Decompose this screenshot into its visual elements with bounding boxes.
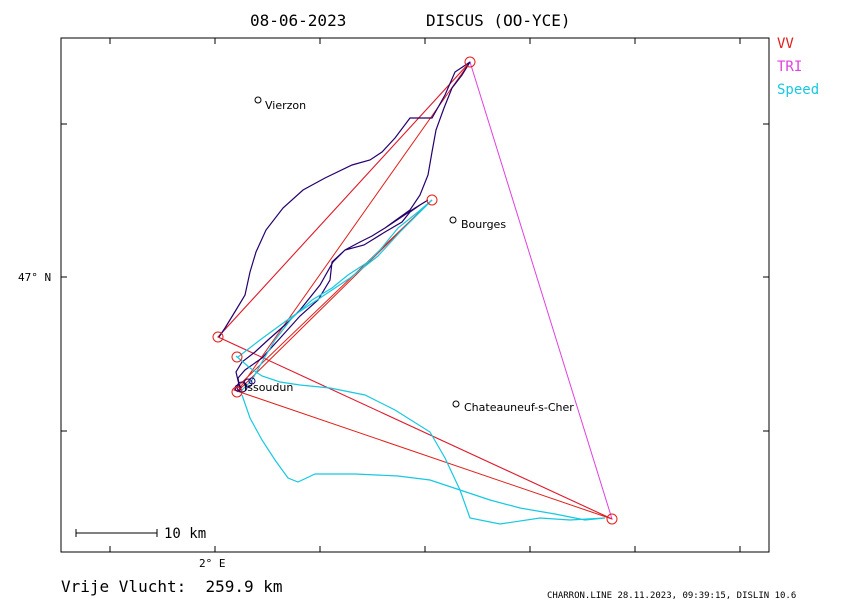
longitude-label: 2° E [199,557,226,570]
legend-tri: TRI [777,59,802,75]
render-credit: CHARRON.LINE 28.11.2023, 09:39:15, DISLI… [547,591,796,601]
place-label-vierzon: Vierzon [265,99,306,112]
place-markers [254,96,460,408]
legend-vv: VV [777,36,794,52]
vv-route [217,61,613,520]
scale-bar [75,529,158,537]
place-label-chateauneuf: Chateauneuf-s-Cher [464,401,574,414]
aircraft-title: DISCUS (OO-YCE) [426,11,571,30]
axis-ticks [61,38,769,552]
bourges-marker [449,216,457,224]
free-flight-distance: Vrije Vlucht: 259.9 km [61,577,283,596]
chateauneuf-marker [452,400,460,408]
flight-track [218,61,471,390]
speed-track [235,199,606,525]
tri-route [217,61,613,520]
map-frame [60,37,770,553]
vierzon-marker [254,96,262,104]
flight-date: 08-06-2023 [250,11,346,30]
legend-speed: Speed [777,82,819,98]
place-label-bourges: Bourges [461,218,506,231]
scale-bar-label: 10 km [164,526,206,542]
latitude-label: 47° N [18,271,51,284]
place-label-issoudun: Issoudun [244,381,293,394]
turnpoints [212,56,618,525]
